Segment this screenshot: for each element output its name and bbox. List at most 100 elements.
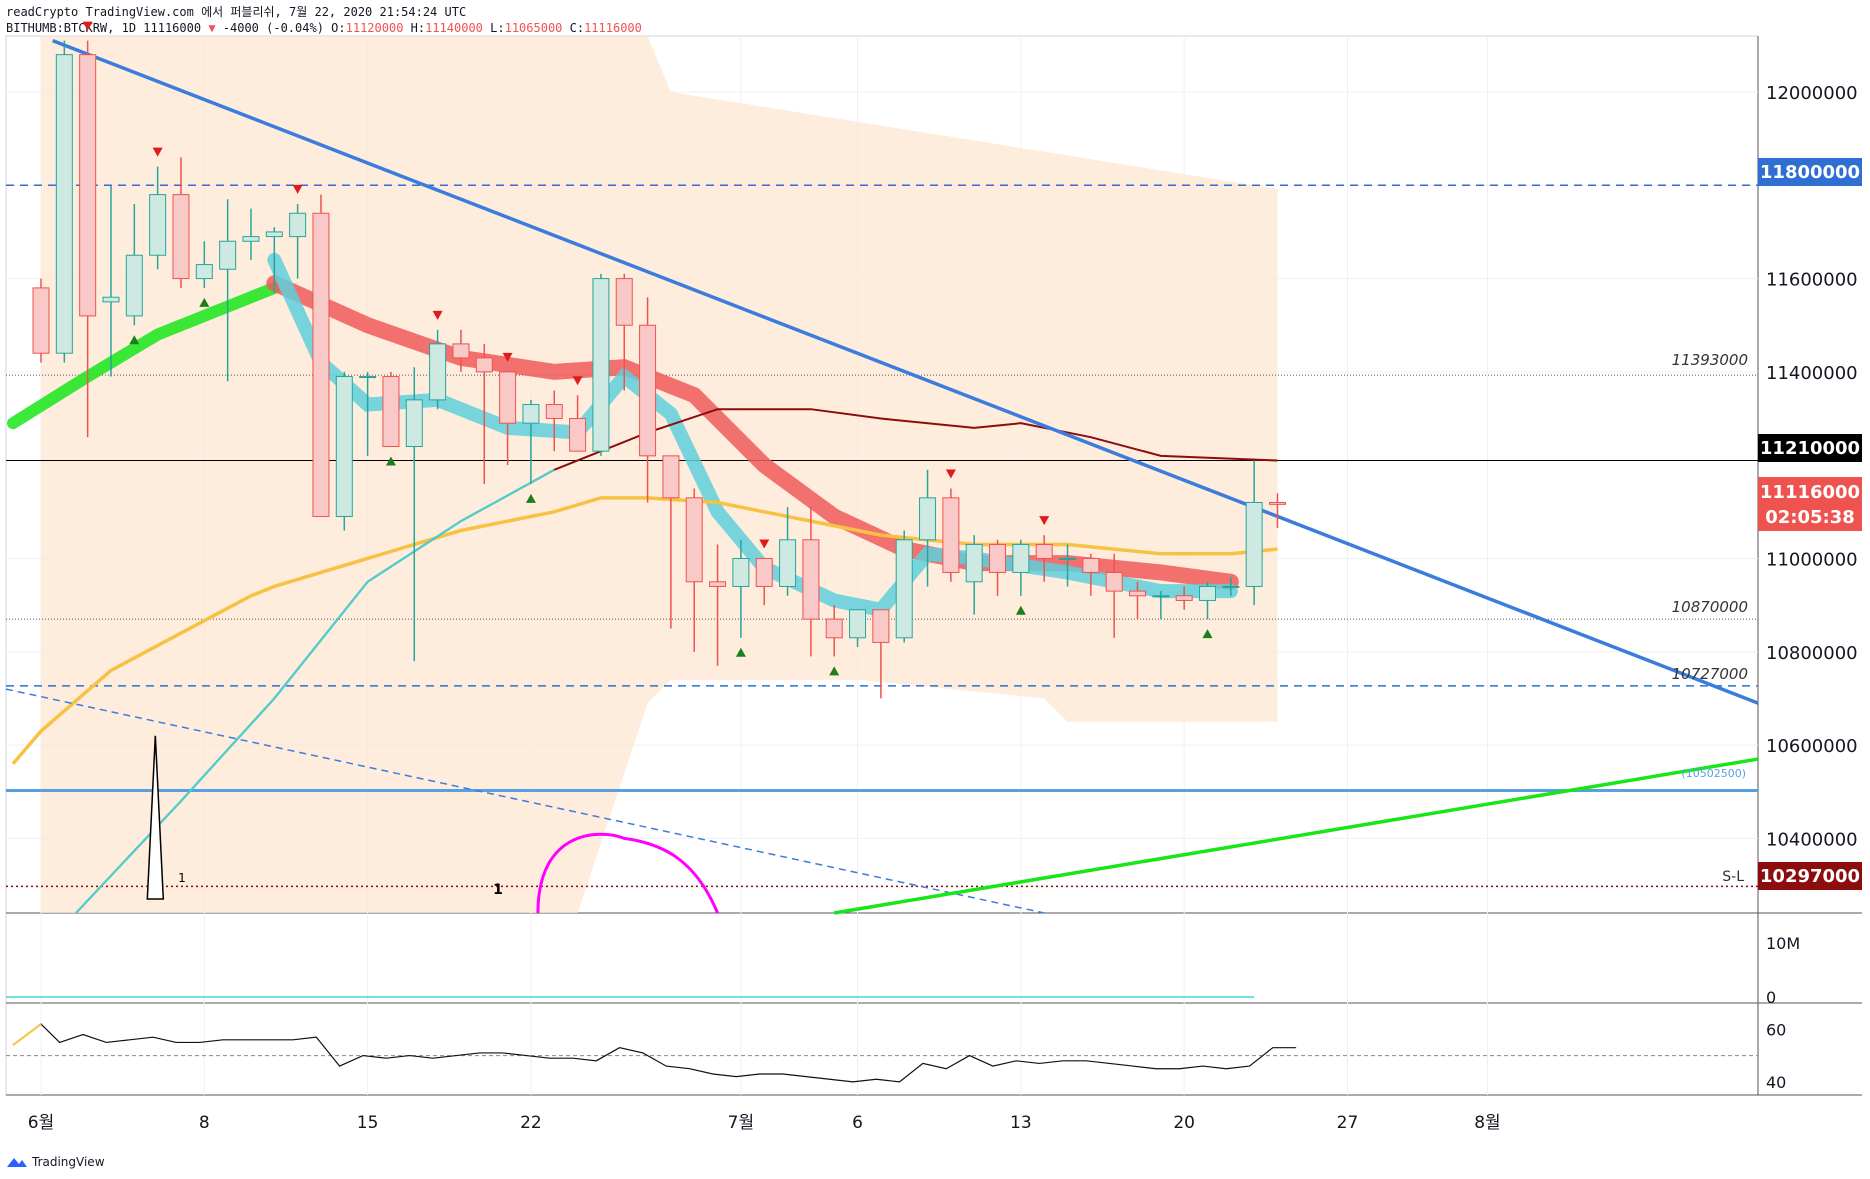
price-tick-7: 10800000 — [1766, 643, 1858, 664]
candle-23 — [569, 395, 587, 452]
candle-body-32 — [779, 539, 797, 587]
down-trendline — [52, 39, 1759, 705]
dashed-trendline — [5, 688, 1045, 914]
symbol-legend: BITHUMB:BTCKRW, 1D 11116000 ▼ -4000 (-0.… — [6, 20, 642, 36]
candle-body-48 — [1152, 595, 1170, 598]
up-signal-icon-5 — [829, 666, 840, 676]
indicator-panes — [6, 996, 1758, 1083]
candle-body-38 — [919, 497, 937, 541]
candle-51 — [1222, 577, 1240, 596]
close-badge-label: 11210000 — [1760, 438, 1860, 459]
down-signal-icon-6 — [759, 539, 770, 549]
time-tick-4: 7월 — [728, 1113, 754, 1133]
candle-body-30 — [732, 557, 750, 587]
close-label: C: — [569, 21, 585, 35]
rsi-tick-0: 60 — [1766, 1020, 1786, 1039]
candle-body-1 — [55, 54, 73, 354]
time-tick-8: 27 — [1337, 1113, 1359, 1133]
candle-40 — [965, 535, 983, 615]
candle-7 — [195, 241, 213, 288]
candle-41 — [989, 539, 1007, 596]
last-price-badge-label: 11116000 — [1760, 482, 1860, 503]
low-label: L: — [490, 21, 505, 35]
open-label: O: — [331, 21, 346, 35]
time-tick-3: 22 — [520, 1113, 542, 1133]
candle-body-4 — [125, 254, 143, 317]
candle-body-50 — [1199, 585, 1216, 601]
candle-body-20 — [499, 371, 517, 424]
candle-37 — [895, 530, 913, 643]
volume-tick-0: 10M — [1766, 934, 1800, 953]
time-axis[interactable]: 6월 8 15 22 7월 6 13 20 27 8월 — [28, 1113, 1501, 1133]
candle-32 — [779, 507, 797, 596]
candle-body-18 — [452, 343, 470, 359]
candle-body-19 — [475, 357, 493, 373]
price-tick-0: 12000000 — [1766, 83, 1858, 104]
up-signal-icon-4 — [735, 647, 746, 657]
candle-16 — [405, 367, 423, 662]
symbol-name: BITHUMB:BTCKRW, 1D — [6, 21, 137, 35]
candle-8 — [219, 199, 237, 382]
candle-body-8 — [219, 240, 237, 270]
candle-body-23 — [569, 418, 587, 452]
magenta-arc — [536, 832, 719, 914]
candle-6 — [172, 157, 190, 288]
band-area — [41, 36, 1278, 913]
candle-body-47 — [1129, 590, 1147, 597]
price-tick-2: 11600000 — [1766, 270, 1858, 291]
candles — [32, 40, 1286, 699]
candle-22 — [545, 390, 563, 452]
candle-44 — [1059, 544, 1077, 587]
candle-body-49 — [1175, 595, 1193, 601]
candle-body-33 — [802, 539, 820, 620]
up-signal-icon-7 — [1202, 629, 1213, 639]
candle-31 — [755, 557, 773, 606]
candle-body-31 — [755, 557, 773, 587]
down-arrow-icon: ▼ — [208, 21, 216, 35]
candle-27 — [662, 455, 680, 629]
time-tick-2: 15 — [357, 1113, 379, 1133]
candle-body-24 — [592, 278, 610, 452]
candle-15 — [382, 371, 400, 448]
chart-header: readCrypto TradingView.com 에서 퍼블리쉬, 7월 2… — [6, 4, 642, 36]
candle-35 — [849, 609, 867, 648]
time-tick-5: 6 — [852, 1113, 863, 1133]
down-signal-icon-8 — [1039, 516, 1050, 526]
candle-29 — [709, 544, 727, 666]
level-text-4: (10502500) — [1681, 767, 1746, 780]
candle-45 — [1082, 553, 1100, 596]
horizontal-levels — [6, 184, 1758, 888]
candle-body-3 — [102, 296, 120, 303]
candle-48 — [1152, 591, 1170, 620]
candle-body-2 — [79, 54, 97, 317]
candle-50 — [1199, 581, 1216, 620]
price-tick-8: 10600000 — [1766, 736, 1858, 757]
level-text-1: 11393000 — [1672, 351, 1748, 369]
candle-4 — [125, 203, 143, 326]
price-tick-9: 10400000 — [1766, 829, 1858, 850]
candle-2 — [79, 40, 97, 438]
price-axis[interactable]: 11393000 10870000 10727000 (10502500) 1 … — [178, 83, 1862, 1092]
time-tick-7: 20 — [1173, 1113, 1195, 1133]
candle-body-5 — [149, 194, 167, 256]
candle-body-36 — [872, 609, 890, 643]
candle-5 — [149, 166, 167, 270]
candle-body-17 — [429, 343, 447, 401]
price-tick-3: 11400000 — [1766, 363, 1858, 384]
candle-body-34 — [825, 618, 843, 639]
candle-body-22 — [545, 404, 563, 420]
ma-orange-line — [11, 496, 1278, 765]
candle-0 — [32, 278, 50, 363]
candle-19 — [475, 343, 493, 484]
candle-body-35 — [849, 609, 867, 639]
candle-43 — [1035, 535, 1053, 582]
candle-24 — [592, 273, 610, 456]
candle-20 — [499, 371, 517, 466]
candle-body-7 — [195, 264, 213, 280]
footer-brand[interactable]: TradingView — [6, 1155, 105, 1169]
time-tick-9: 8월 — [1474, 1113, 1500, 1133]
candle-13 — [335, 371, 353, 531]
candle-53 — [1268, 493, 1286, 529]
candle-body-29 — [709, 581, 727, 587]
